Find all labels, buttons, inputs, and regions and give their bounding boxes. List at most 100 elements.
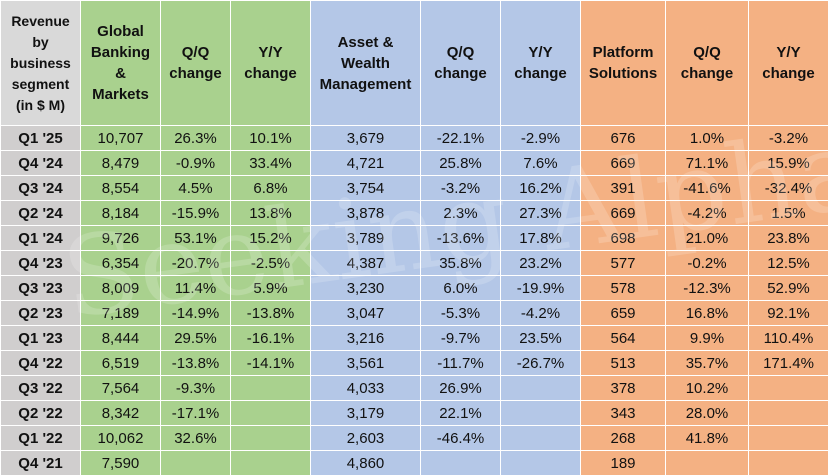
table-cell: 3,561 xyxy=(310,350,421,376)
table-cell: 578 xyxy=(580,275,666,301)
table-cell: 29.5% xyxy=(160,325,231,351)
table-cell: -9.7% xyxy=(420,325,501,351)
table-cell: 189 xyxy=(580,450,666,475)
table-cell: 659 xyxy=(580,300,666,326)
column-header: Y/Y change xyxy=(748,0,828,126)
table-cell: -13.6% xyxy=(420,225,501,251)
table-cell: -13.8% xyxy=(160,350,231,376)
column-header: Asset & Wealth Management xyxy=(310,0,421,126)
table-cell: 22.1% xyxy=(420,400,501,426)
table-cell: 343 xyxy=(580,400,666,426)
table-cell: 71.1% xyxy=(665,150,749,176)
row-label: Q2 '24 xyxy=(0,200,81,226)
table-cell: 26.9% xyxy=(420,375,501,401)
table-cell: -22.1% xyxy=(420,125,501,151)
table-cell: -17.1% xyxy=(160,400,231,426)
table-cell: 3,216 xyxy=(310,325,421,351)
table-cell: 52.9% xyxy=(748,275,828,301)
table-cell: 16.8% xyxy=(665,300,749,326)
table-cell: 171.4% xyxy=(748,350,828,376)
table-cell: 6.0% xyxy=(420,275,501,301)
table-cell: -16.1% xyxy=(230,325,311,351)
row-label: Q4 '23 xyxy=(0,250,81,276)
table-cell: 6.8% xyxy=(230,175,311,201)
table-cell: 110.4% xyxy=(748,325,828,351)
table-cell: 10,062 xyxy=(80,425,161,451)
table-cell: -4.2% xyxy=(500,300,581,326)
table-cell: 10.2% xyxy=(665,375,749,401)
table-cell: -11.7% xyxy=(420,350,501,376)
table-cell: 7.6% xyxy=(500,150,581,176)
table-cell: -2.5% xyxy=(230,250,311,276)
table-cell: -9.3% xyxy=(160,375,231,401)
table-cell: 4,721 xyxy=(310,150,421,176)
row-label: Q2 '22 xyxy=(0,400,81,426)
table-cell xyxy=(500,400,581,426)
table-cell: 3,230 xyxy=(310,275,421,301)
table-cell xyxy=(230,400,311,426)
table-cell: 669 xyxy=(580,200,666,226)
table-cell: -3.2% xyxy=(748,125,828,151)
table-row: Q1 '25 10,707 26.3% 10.1% 3,679 -22.1% -2.9% 67… xyxy=(0,125,828,151)
table-cell: 4,860 xyxy=(310,450,421,475)
table-cell xyxy=(230,450,311,475)
table-cell: -4.2% xyxy=(665,200,749,226)
table-cell: 3,679 xyxy=(310,125,421,151)
row-label: Q4 '22 xyxy=(0,350,81,376)
table-row: Q1 '24 9,726 53.1% 15.2% 3,789 -13.6% 17.8% 698… xyxy=(0,225,828,251)
table-cell: 13.8% xyxy=(230,200,311,226)
table-cell: -14.1% xyxy=(230,350,311,376)
column-header: Revenue by business segment (in $ M) xyxy=(0,0,81,126)
table-cell: -26.7% xyxy=(500,350,581,376)
table-cell xyxy=(748,375,828,401)
table-row: Q3 '24 8,554 4.5% 6.8% 3,754 -3.2% 16.2% 391 -41… xyxy=(0,175,828,201)
column-header: Q/Q change xyxy=(160,0,231,126)
table-cell: 25.8% xyxy=(420,150,501,176)
table-cell xyxy=(665,450,749,475)
table-cell: 2.3% xyxy=(420,200,501,226)
table-cell: 32.6% xyxy=(160,425,231,451)
table-row: Q4 '21 7,590 4,860 189 xyxy=(0,450,828,475)
row-label: Q1 '22 xyxy=(0,425,81,451)
table-cell: 3,754 xyxy=(310,175,421,201)
table-cell: 21.0% xyxy=(665,225,749,251)
table-cell: -3.2% xyxy=(420,175,501,201)
row-label: Q4 '24 xyxy=(0,150,81,176)
table-cell xyxy=(500,450,581,475)
table-cell: -15.9% xyxy=(160,200,231,226)
row-label: Q1 '23 xyxy=(0,325,81,351)
table-cell: -41.6% xyxy=(665,175,749,201)
table-cell: 8,444 xyxy=(80,325,161,351)
row-label: Q3 '22 xyxy=(0,375,81,401)
table-cell: -13.8% xyxy=(230,300,311,326)
table-cell: 7,590 xyxy=(80,450,161,475)
table-cell: 17.8% xyxy=(500,225,581,251)
table-cell: 9.9% xyxy=(665,325,749,351)
table-cell: -20.7% xyxy=(160,250,231,276)
table-cell xyxy=(500,425,581,451)
table-cell: 12.5% xyxy=(748,250,828,276)
table-cell: 3,789 xyxy=(310,225,421,251)
table-cell: -0.2% xyxy=(665,250,749,276)
table-cell: 4.5% xyxy=(160,175,231,201)
table-cell: 391 xyxy=(580,175,666,201)
table-cell: 669 xyxy=(580,150,666,176)
table-cell xyxy=(748,425,828,451)
column-header: Q/Q change xyxy=(665,0,749,126)
table-cell: 33.4% xyxy=(230,150,311,176)
table-cell: 1.5% xyxy=(748,200,828,226)
table-cell: 41.8% xyxy=(665,425,749,451)
row-label: Q3 '23 xyxy=(0,275,81,301)
table-cell: 15.2% xyxy=(230,225,311,251)
table-row: Q4 '22 6,519 -13.8% -14.1% 3,561 -11.7% -26.7%… xyxy=(0,350,828,376)
table-row: Q2 '23 7,189 -14.9% -13.8% 3,047 -5.3% -4.2% 65… xyxy=(0,300,828,326)
column-header: Global Banking & Markets xyxy=(80,0,161,126)
table-cell: -0.9% xyxy=(160,150,231,176)
table-cell xyxy=(160,450,231,475)
table-cell: -12.3% xyxy=(665,275,749,301)
table-cell: 9,726 xyxy=(80,225,161,251)
table-cell: 23.5% xyxy=(500,325,581,351)
table-cell: 27.3% xyxy=(500,200,581,226)
table-cell xyxy=(748,400,828,426)
